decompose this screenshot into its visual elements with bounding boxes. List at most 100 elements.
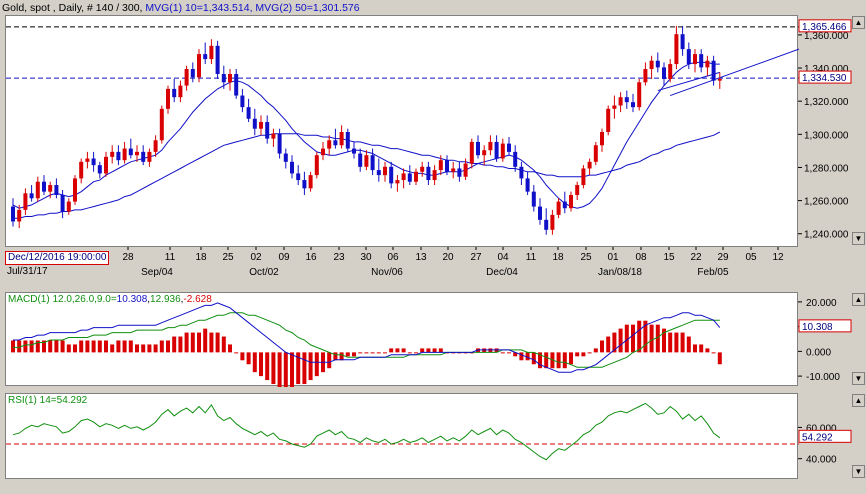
candle-body [11, 206, 15, 222]
rsi-scroll-down-button[interactable]: ▼ [852, 465, 865, 478]
macd-histogram-bar [327, 352, 332, 369]
candle-body [686, 49, 691, 65]
macd-histogram-bar [600, 340, 604, 353]
macd-histogram-bar [128, 340, 133, 353]
macd-scroll-down-button[interactable]: ▼ [852, 372, 865, 385]
macd-histogram-bar [265, 352, 270, 381]
candle-body [414, 171, 418, 182]
macd-tick-label: 0.000 [806, 347, 831, 358]
candle-body [296, 173, 301, 181]
macd-histogram-bar [544, 352, 549, 369]
macd-histogram-bar [649, 324, 654, 353]
candle-body [333, 140, 338, 146]
macd-histogram-bar [259, 352, 263, 377]
macd-histogram-bar [717, 352, 722, 365]
macd-histogram-bar [147, 344, 152, 353]
candle-body [401, 173, 406, 181]
macd-histogram-bar [562, 352, 567, 369]
macd-scroll-up-button[interactable]: ▲ [852, 293, 865, 306]
candle-body [525, 178, 530, 192]
macd-histogram-bar [612, 332, 617, 353]
candle-body [209, 45, 214, 60]
rsi-pane[interactable]: RSI(1) 14=54.292 [5, 393, 799, 479]
macd-histogram-bar [122, 340, 127, 353]
candle-body [631, 102, 635, 108]
macd-histogram-bar [209, 332, 214, 353]
price-marker-last: 1,334.530 [802, 73, 847, 84]
macd-histogram-bar [66, 344, 71, 353]
candle-body [407, 173, 412, 182]
macd-histogram-bar [414, 352, 418, 354]
date-tick-label: 15 [663, 252, 675, 263]
scroll-up-button[interactable]: ▲ [852, 16, 865, 29]
macd-histogram-bar [48, 340, 53, 353]
macd-tick-label: 20.000 [806, 298, 837, 309]
candle-body [531, 191, 536, 207]
macd-histogram-bar [91, 340, 96, 353]
macd-histogram-bar [705, 348, 710, 353]
candle-body [668, 64, 673, 79]
macd-histogram-bar [141, 344, 146, 353]
candle-body [538, 206, 542, 220]
macd-histogram-bar [631, 324, 635, 353]
macd-histogram-bar [407, 352, 412, 354]
candle-body [166, 88, 170, 109]
candle-body [302, 180, 307, 189]
macd-histogram-bar [252, 352, 257, 373]
date-tick-label: 25 [580, 252, 592, 263]
rsi-line [12, 402, 721, 461]
macd-histogram-bar [35, 340, 40, 353]
candle-body [500, 143, 505, 159]
candle-body [215, 45, 220, 74]
macd-histogram-bar [693, 344, 697, 353]
candle-body [364, 155, 369, 167]
candle-body [240, 95, 245, 108]
candle-body [153, 140, 158, 152]
candle-body [234, 74, 239, 96]
macd-histogram-bar [420, 348, 425, 353]
candle-body [221, 74, 226, 83]
macd-histogram-bar [11, 340, 15, 353]
price-pane[interactable] [5, 15, 799, 247]
macd-histogram-bar [575, 352, 580, 357]
macd-histogram-bar [296, 352, 301, 385]
candle-body [48, 185, 53, 192]
scroll-down-button[interactable]: ▼ [852, 232, 865, 245]
macd-histogram-bar [159, 340, 164, 353]
candle-body [457, 168, 462, 177]
date-tick-label: 12 [772, 252, 784, 263]
date-tick-label: 18 [552, 252, 564, 263]
date-tick-label: 27 [470, 252, 482, 263]
macd-histogram-bar [593, 348, 598, 353]
date-tick-label: 09 [278, 252, 290, 263]
macd-histogram-bar [116, 340, 121, 353]
date-tick-label: 16 [305, 252, 317, 263]
macd-histogram-bar [153, 344, 158, 353]
rsi-axis-labels: 60.000 40.000 54.292 [798, 423, 852, 466]
candle-body [135, 151, 139, 156]
macd-histogram-bar [401, 348, 406, 353]
ma50-line [13, 131, 721, 219]
macd-pane[interactable]: MACD(1) 12.0,26.0,9.0=10.308,12.936,-2.6… [5, 292, 798, 387]
macd-histogram-bar [228, 344, 232, 353]
macd-histogram-bar [624, 324, 629, 353]
macd-marker-box [798, 319, 852, 333]
macd-histogram-bar [531, 352, 536, 365]
cursor-date-label: Dec/12/2016 19:00:00 [5, 251, 110, 265]
date-tick-label: 23 [333, 252, 345, 263]
candle-body [190, 69, 195, 78]
candle-body [97, 165, 102, 174]
macd-histogram-bar [556, 352, 561, 369]
candle-body [562, 201, 567, 209]
candle-body [680, 34, 685, 50]
price-axis-labels: 1,360.000 1,340.000 1,320.000 1,300.000 1,28… [798, 19, 852, 241]
month-tick-label: Feb/05 [697, 267, 729, 278]
rsi-scroll-up-button[interactable]: ▲ [852, 394, 865, 407]
candle-body [116, 151, 121, 161]
candle-body [389, 166, 394, 184]
candle-body [283, 153, 288, 162]
candle-body [358, 153, 363, 167]
macd-histogram-bar [17, 340, 22, 353]
macd-histogram-bar [97, 340, 102, 353]
macd-label-name: MACD(1) 12.0,26.0,9.0= [8, 294, 117, 305]
